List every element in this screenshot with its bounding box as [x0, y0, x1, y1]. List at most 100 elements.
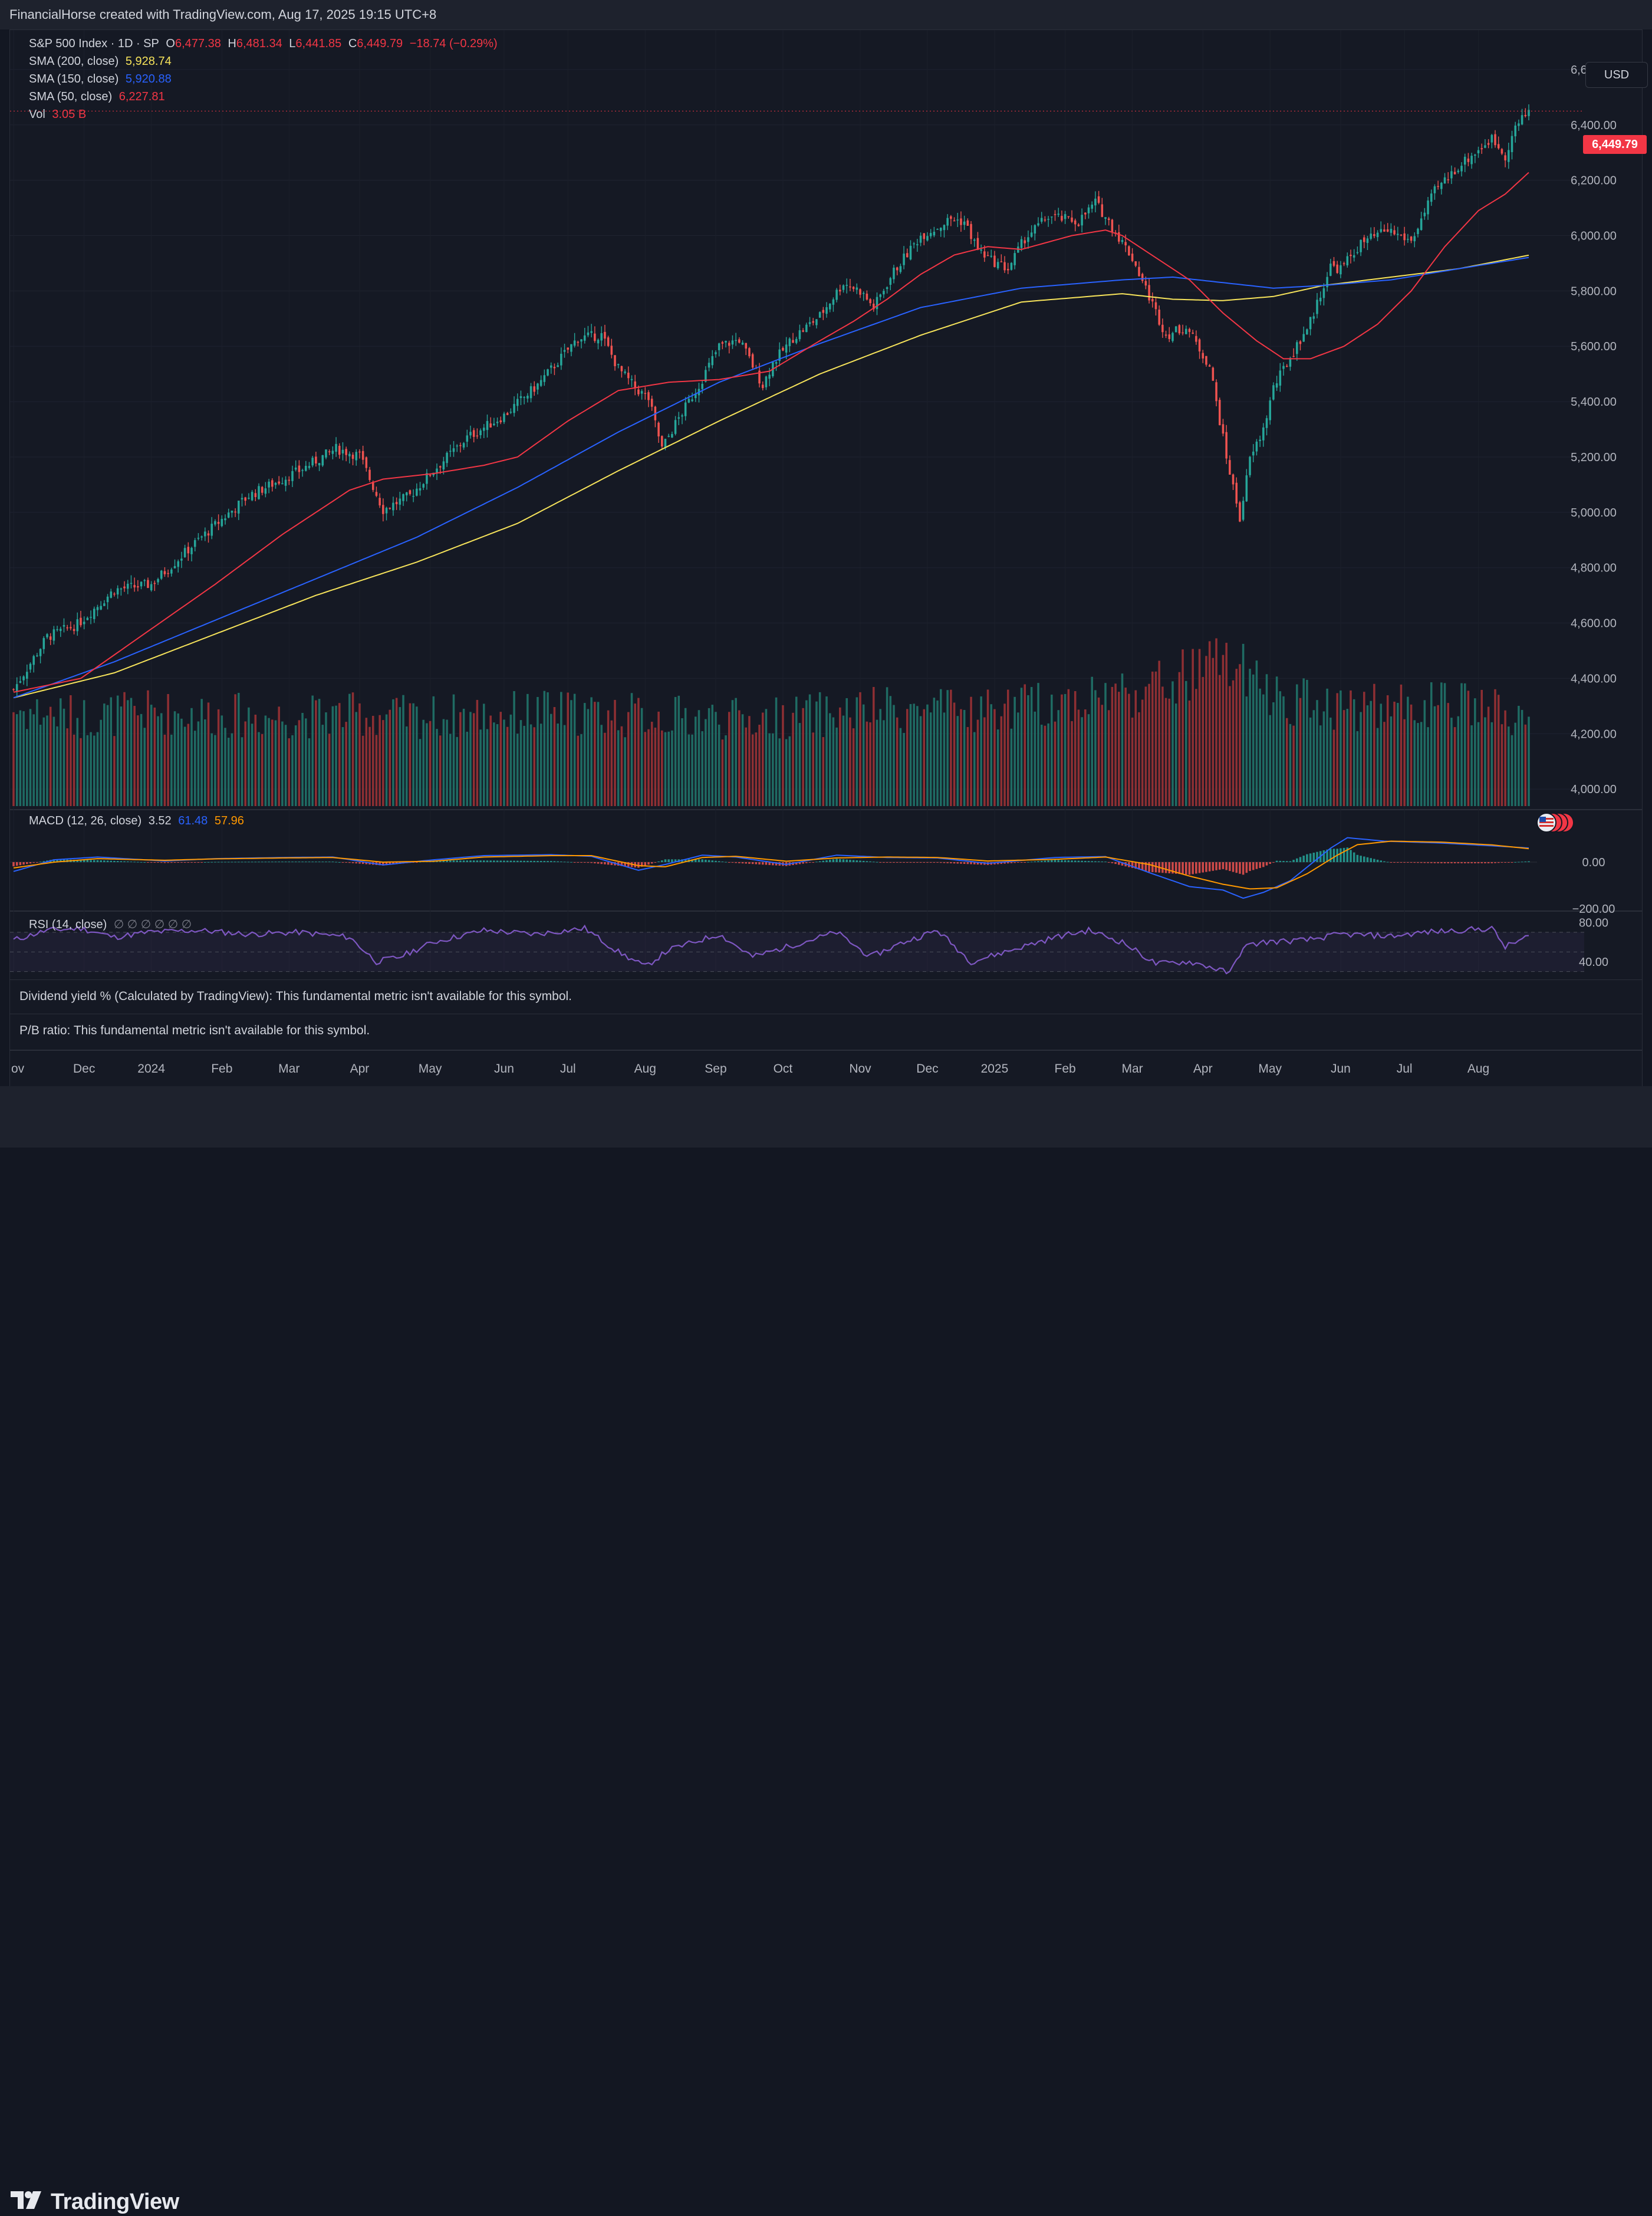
volume-bar — [798, 723, 801, 806]
legend-volume[interactable]: Vol 3.05 B — [29, 108, 90, 121]
candle-body — [537, 383, 539, 390]
volume-bar — [1044, 725, 1047, 806]
macd-histogram-bar — [1316, 851, 1318, 863]
macd-histogram-bar — [1427, 862, 1429, 863]
macd-histogram-bar — [624, 862, 626, 867]
volume-bar — [137, 715, 139, 806]
candle-body — [594, 333, 596, 341]
time-tick-label: Nov — [849, 1062, 871, 1076]
volume-bar — [170, 734, 173, 806]
candle-body — [335, 443, 337, 452]
candle-body — [956, 219, 959, 221]
macd-histogram-bar — [1342, 847, 1345, 863]
macd-histogram-bar — [832, 859, 835, 863]
volume-bar — [341, 727, 344, 806]
candle-body — [375, 492, 378, 496]
candle-body — [1225, 432, 1228, 459]
macd-histogram-bar — [1393, 862, 1396, 863]
candle-body — [812, 321, 814, 323]
candle-body — [1081, 215, 1083, 226]
candle-body — [1410, 236, 1413, 241]
candle-body — [76, 619, 79, 632]
volume-bar — [1178, 672, 1181, 806]
volume-bar — [395, 698, 398, 806]
volume-bar — [446, 719, 448, 806]
macd-histogram-bar — [960, 862, 962, 864]
volume-bar — [439, 735, 442, 806]
volume-bar — [1443, 683, 1446, 806]
volume-bar — [893, 705, 895, 806]
us-flag-icon[interactable] — [1535, 812, 1576, 833]
volume-bar — [268, 718, 270, 806]
candle-body — [409, 490, 412, 494]
macd-histogram-bar — [772, 862, 774, 866]
macd-histogram-bar — [106, 860, 109, 863]
candle-body — [751, 354, 754, 368]
candle-body — [778, 349, 781, 361]
candle-body — [1373, 234, 1375, 236]
candle-body — [123, 586, 126, 588]
volume-bar — [321, 725, 324, 806]
candle-body — [570, 344, 572, 352]
macd-histogram-bar — [795, 862, 798, 865]
volume-bar — [1275, 676, 1278, 806]
macd-histogram-bar — [1487, 862, 1490, 863]
volume-bar — [580, 734, 583, 806]
candle-body — [691, 399, 693, 402]
volume-bar — [1463, 683, 1466, 806]
legend-sma150[interactable]: SMA (150, close) 5,920.88 — [29, 73, 175, 86]
volume-bar — [1097, 697, 1100, 806]
volume-bar — [775, 697, 778, 806]
legend-sma200[interactable]: SMA (200, close) 5,928.74 — [29, 55, 175, 68]
candle-body — [472, 430, 475, 437]
candle-body — [1299, 341, 1302, 344]
volume-bar — [110, 697, 113, 806]
candle-body — [1205, 356, 1207, 365]
volume-bar — [832, 717, 835, 806]
legend-rsi[interactable]: RSI (14, close) ∅ ∅ ∅ ∅ ∅ ∅ — [29, 917, 195, 932]
candle-body — [361, 451, 364, 460]
currency-button[interactable]: USD — [1585, 62, 1648, 88]
candle-body — [499, 420, 502, 423]
candle-body — [873, 303, 875, 310]
macd-histogram-bar — [1470, 862, 1473, 863]
chart-panel[interactable]: 4,000.00 4,200.00 4,400.00 4,600.00 4,800.00… — [9, 29, 1648, 1087]
tradingview-logo[interactable]: TradingView — [11, 2188, 179, 2216]
volume-bar — [46, 715, 48, 806]
volume-bar — [1030, 687, 1033, 806]
volume-bar — [1299, 698, 1302, 806]
candle-body — [1312, 316, 1315, 319]
volume-bar — [1131, 717, 1134, 806]
volume-bar — [725, 735, 727, 806]
symbol-label[interactable]: S&P 500 Index · 1D · SP — [29, 37, 159, 50]
volume-bar — [355, 712, 358, 806]
price-chart-svg[interactable]: 4,000.00 4,200.00 4,400.00 4,600.00 4,800.00… — [10, 30, 1642, 1087]
candle-body — [1403, 233, 1406, 241]
volume-bar — [1521, 709, 1523, 806]
volume-bar — [493, 722, 495, 806]
candle-body — [1111, 219, 1114, 232]
macd-histogram-bar — [701, 859, 703, 863]
volume-bar — [1061, 694, 1063, 806]
candle-body — [1006, 269, 1009, 271]
volume-bar — [422, 719, 424, 806]
price-tick-label: 5,000.00 — [1571, 507, 1617, 520]
candle-body — [217, 522, 220, 524]
volume-bar — [1460, 683, 1463, 806]
legend-macd[interactable]: MACD (12, 26, close) 3.52 61.48 57.96 — [29, 814, 248, 828]
macd-histogram-bar — [731, 862, 734, 863]
volume-bar — [103, 703, 106, 806]
candle-body — [258, 486, 260, 499]
macd-histogram-bar — [338, 862, 341, 863]
macd-histogram-bar — [1360, 856, 1362, 863]
macd-histogram-bar — [970, 862, 972, 864]
macd-histogram-bar — [486, 860, 489, 863]
volume-bar — [671, 730, 673, 806]
volume-bar — [1269, 715, 1271, 806]
legend-sma50[interactable]: SMA (50, close) 6,227.81 — [29, 90, 169, 104]
macd-histogram-bar — [590, 862, 593, 863]
volume-bar — [577, 735, 580, 806]
candle-body — [976, 238, 979, 250]
macd-histogram-bar — [1497, 862, 1500, 863]
candle-body — [325, 449, 327, 458]
